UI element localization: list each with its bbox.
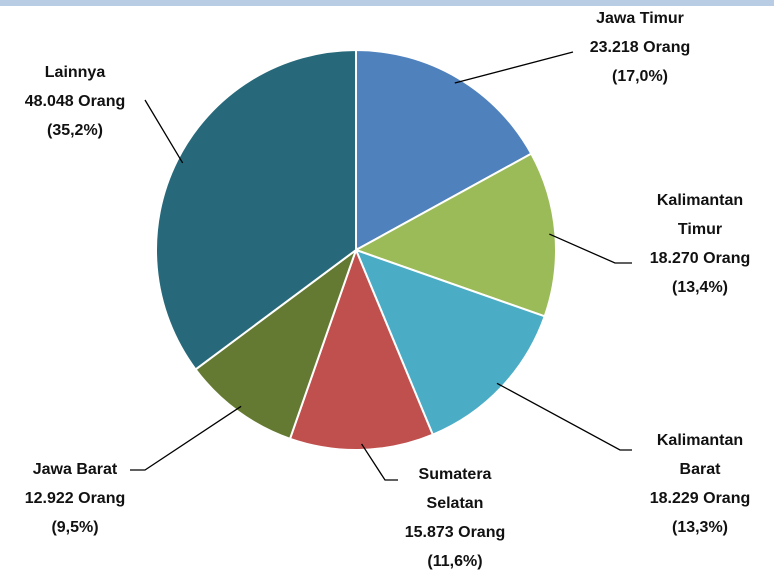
pie-slice <box>354 248 546 436</box>
category-name: Sumatera Selatan <box>418 466 492 512</box>
value-label: 12.922 Orang <box>24 490 126 507</box>
percent-label: (11,6%) <box>427 553 483 570</box>
leader-line <box>549 233 632 264</box>
category-name: Kalimantan Barat <box>656 432 744 478</box>
value-label: 18.270 Orang <box>649 250 751 267</box>
pie-slice <box>194 247 359 441</box>
value-label: 23.218 Orang <box>589 39 691 56</box>
leader-line <box>361 443 398 481</box>
slice-label: Jawa Barat 12.922 Orang (9,5%) <box>0 455 150 542</box>
slice-label: Sumatera Selatan 15.873 Orang (11,6%) <box>380 460 530 576</box>
value-label: 48.048 Orang <box>24 93 126 110</box>
category-name: Jawa Timur <box>596 10 684 27</box>
slice-label: Jawa Timur 23.218 Orang (17,0%) <box>565 4 715 91</box>
leader-line <box>130 405 242 471</box>
pie-slice <box>288 247 435 451</box>
leader-line <box>454 51 574 84</box>
percent-label: (35,2%) <box>46 122 104 139</box>
pie-slice <box>355 48 533 252</box>
percent-label: (13,4%) <box>671 279 729 296</box>
top-strip <box>0 0 774 6</box>
slice-label: Kalimantan Barat 18.229 Orang (13,3%) <box>625 426 774 542</box>
pie-slice <box>155 48 357 371</box>
value-label: 18.229 Orang <box>649 490 751 507</box>
percent-label: (9,5%) <box>51 519 99 536</box>
value-label: 15.873 Orang <box>404 524 506 541</box>
category-name: Jawa Barat <box>32 461 118 478</box>
category-name: Kalimantan Timur <box>656 192 744 238</box>
slice-label: Lainnya 48.048 Orang (35,2%) <box>0 58 150 145</box>
leader-line <box>496 382 632 451</box>
leader-line <box>144 99 184 164</box>
category-name: Lainnya <box>44 64 106 81</box>
slice-label: Kalimantan Timur 18.270 Orang (13,4%) <box>625 186 774 302</box>
pie-slice <box>353 152 557 318</box>
percent-label: (13,3%) <box>671 519 729 536</box>
percent-label: (17,0%) <box>611 68 669 85</box>
